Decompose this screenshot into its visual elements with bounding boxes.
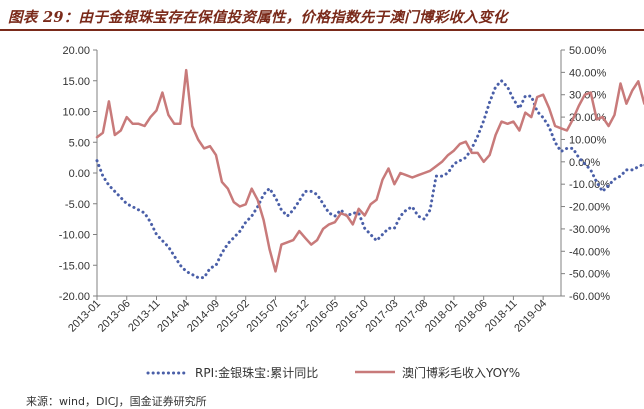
right-tick-label: -50.00%	[569, 269, 610, 281]
right-tick-label: 30.00%	[569, 90, 607, 102]
left-tick-label: -10.00	[59, 230, 90, 242]
axes	[96, 50, 562, 297]
x-axis-ticks: 2013-012013-062013-112014-042014-092015-…	[66, 296, 549, 335]
title-underline	[0, 29, 644, 31]
legend: RPI:金银珠宝:累计同比 澳门博彩毛收入YOY%	[146, 365, 520, 380]
left-axis-ticks: -20.00 -15.00 -10.00 -5.00 0.00 5.00 10.00 15.0…	[59, 45, 97, 303]
left-tick-label: -5.00	[65, 199, 90, 211]
left-tick-label: 5.00	[69, 137, 90, 149]
right-tick-label: 20.00%	[569, 112, 607, 124]
figure-title: 图表 29：由于金银珠宝存在保值投资属性，价格指数先于澳门博彩收入变化	[8, 9, 508, 26]
x-tick-label: 2013-06	[96, 298, 133, 335]
right-tick-label: 50.00%	[569, 45, 607, 57]
left-tick-label: 15.00	[62, 76, 90, 88]
legend-yoy-label: 澳门博彩毛收入YOY%	[402, 365, 520, 380]
right-axis-ticks: -60.00%-50.00%-40.00%-30.00%-20.00%-10.0…	[561, 45, 610, 303]
left-tick-label: 20.00	[62, 45, 90, 57]
series-line-rpi	[95, 79, 644, 280]
legend-rpi-label: RPI:金银珠宝:累计同比	[195, 365, 318, 380]
left-tick-label: -15.00	[59, 260, 90, 272]
right-tick-label: -30.00%	[569, 224, 610, 236]
series-layer	[95, 68, 644, 280]
x-tick-label: 2019-04	[512, 298, 549, 335]
right-tick-label: 10.00%	[569, 134, 607, 146]
right-tick-label: -60.00%	[569, 291, 610, 303]
right-tick-label: -20.00%	[569, 202, 610, 214]
right-tick-label: 40.00%	[569, 67, 607, 79]
left-tick-label: 10.00	[62, 107, 90, 119]
series-line-yoy	[95, 68, 644, 273]
left-tick-label: 0.00	[69, 168, 90, 180]
left-tick-label: -20.00	[59, 291, 90, 303]
x-tick-label: 2018-06	[453, 298, 490, 335]
source-note: 来源：wind，DICJ，国金证券研究所	[26, 395, 207, 408]
right-tick-label: -40.00%	[569, 246, 610, 258]
